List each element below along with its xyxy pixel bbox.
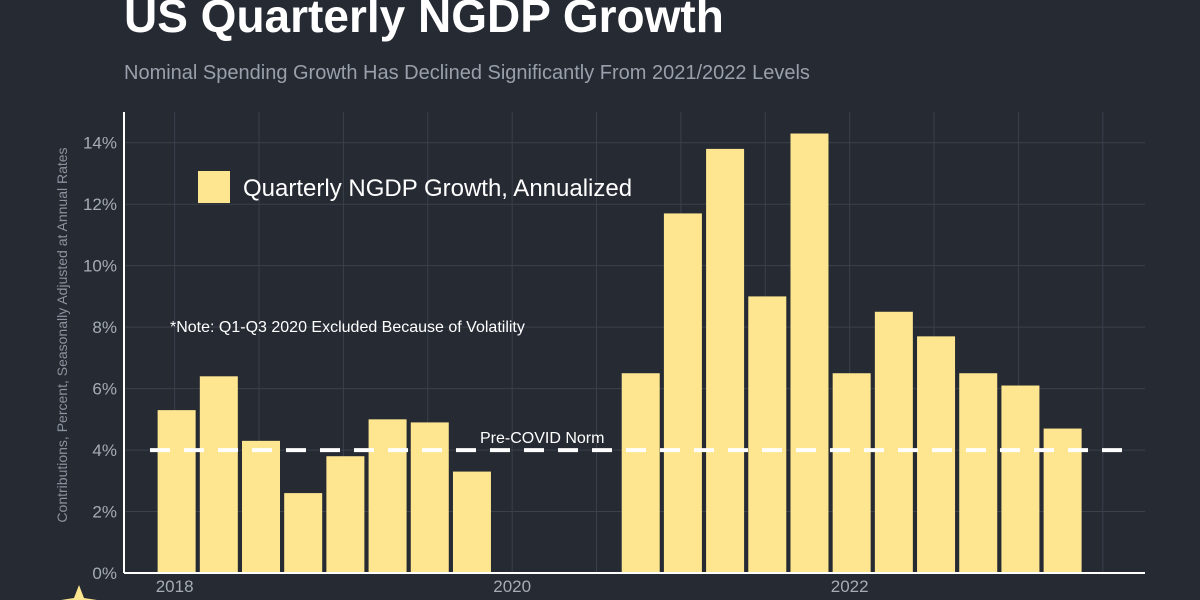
legend-swatch	[198, 171, 230, 203]
chart-title: US Quarterly NGDP Growth	[124, 0, 724, 42]
x-tick-label: 2020	[493, 577, 531, 596]
reference-line-label: Pre-COVID Norm	[480, 430, 604, 447]
bar	[663, 213, 702, 574]
bar	[790, 133, 829, 573]
legend-label: Quarterly NGDP Growth, Annualized	[243, 175, 632, 202]
star-logo-icon	[61, 585, 97, 600]
bar	[621, 373, 660, 573]
x-tick-labels: 2018 2020 2022	[156, 577, 869, 596]
y-tick-label: 12%	[83, 195, 117, 214]
y-tick-label: 14%	[83, 134, 117, 153]
bar	[410, 422, 449, 573]
chart-note: *Note: Q1-Q3 2020 Excluded Because of Vo…	[170, 319, 525, 336]
bar	[326, 456, 365, 573]
bar	[832, 373, 871, 573]
y-tick-label: 10%	[83, 257, 117, 276]
bar	[874, 311, 913, 573]
bar	[748, 296, 787, 573]
bar	[242, 440, 281, 573]
bar	[452, 471, 491, 573]
y-tick-label: 6%	[92, 380, 117, 399]
x-tick-label: 2018	[156, 577, 194, 596]
bar	[284, 493, 323, 573]
bar	[368, 419, 407, 573]
chart-subtitle: Nominal Spending Growth Has Declined Sig…	[124, 62, 810, 84]
y-axis-title: Contributions, Percent, Seasonally Adjus…	[54, 147, 70, 522]
bar	[959, 373, 998, 573]
legend: Quarterly NGDP Growth, Annualized	[198, 171, 632, 203]
bar	[1043, 428, 1082, 573]
bars	[157, 133, 1082, 574]
bar	[157, 410, 196, 573]
x-tick-label: 2022	[831, 577, 869, 596]
y-tick-label: 8%	[92, 318, 117, 337]
y-tick-label: 4%	[92, 441, 117, 460]
bar	[1001, 385, 1040, 573]
y-tick-label: 0%	[92, 564, 117, 583]
y-tick-label: 2%	[92, 503, 117, 522]
axes	[123, 112, 1145, 574]
bar	[199, 376, 238, 573]
y-tick-labels: 0% 2% 4% 6% 8% 10% 12% 14%	[83, 134, 117, 583]
bar	[917, 336, 956, 573]
bar	[706, 148, 745, 573]
